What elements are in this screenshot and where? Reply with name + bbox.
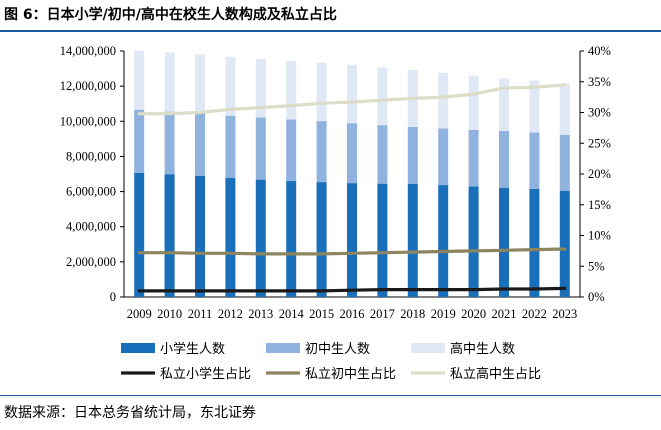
x-tick-label: 2019 [431, 307, 456, 321]
y-left-tick-label: 8,000,000 [66, 149, 116, 163]
bar-junior-high [407, 126, 418, 185]
x-tick-label: 2014 [279, 307, 305, 321]
x-tick-label: 2017 [370, 307, 395, 321]
x-tick-label: 2009 [127, 307, 152, 321]
bar-elementary [559, 190, 570, 297]
bar-junior-high [499, 130, 509, 188]
y-right-tick-label: 15% [588, 198, 611, 212]
legend-label: 私立高中生占比 [450, 366, 541, 382]
x-tick-label: 2023 [552, 307, 577, 321]
legend-label: 私立小学生占比 [160, 366, 251, 382]
y-left-tick-label: 0 [110, 290, 116, 304]
x-tick-label: 2012 [218, 307, 243, 321]
legend-label: 高中生人数 [450, 341, 515, 357]
y-left-tick-label: 4,000,000 [66, 220, 116, 234]
bar-high-school [438, 72, 449, 129]
bar-elementary [468, 186, 479, 297]
chart-lines [137, 83, 567, 293]
bar-elementary [529, 188, 540, 297]
bar-high-school [286, 61, 297, 120]
bar-junior-high [559, 134, 570, 191]
y-right-tick-label: 0% [588, 290, 605, 304]
x-tick-label: 2016 [340, 307, 365, 321]
bar-junior-high [195, 113, 205, 176]
x-tick-label: 2018 [400, 307, 425, 321]
bar-elementary [377, 183, 388, 297]
bar-high-school [316, 62, 327, 122]
bar-high-school [347, 65, 357, 124]
x-tick-label: 2021 [492, 307, 517, 321]
bar-junior-high [377, 125, 388, 184]
y-left-tick-label: 10,000,000 [60, 114, 116, 128]
line-private-high-share [137, 83, 567, 116]
bar-high-school [195, 54, 205, 114]
y-right-tick-label: 25% [588, 136, 611, 150]
x-tick-label: 2015 [309, 307, 334, 321]
bar-junior-high [468, 129, 479, 187]
bar-elementary [255, 179, 266, 297]
y-left-tick-label: 12,000,000 [60, 79, 116, 93]
legend-swatch [266, 343, 300, 353]
legend-swatch [411, 343, 445, 353]
bar-elementary [195, 175, 205, 297]
chart-axes: 0 2,000,000 4,000,000 6,000,000 8,000,000 10,… [60, 44, 611, 304]
bar-junior-high [255, 117, 266, 180]
y-left-tick-label: 6,000,000 [66, 185, 116, 199]
bar-high-school [529, 80, 540, 133]
y-right-tick-label: 20% [588, 167, 611, 181]
x-tick-label: 2011 [188, 307, 213, 321]
bar-high-school [164, 52, 175, 112]
legend-label: 初中生人数 [305, 342, 370, 357]
bar-high-school [468, 75, 479, 130]
bar-junior-high [286, 119, 297, 182]
bar-elementary [134, 172, 145, 297]
x-tick-label: 2013 [248, 307, 273, 321]
bar-elementary [316, 182, 327, 297]
y-left-tick-label: 14,000,000 [60, 44, 116, 58]
bar-junior-high [225, 115, 236, 179]
bar-high-school [225, 56, 236, 116]
x-tick-label: 2022 [522, 307, 547, 321]
chart: 0 2,000,000 4,000,000 6,000,000 8,000,000 10,… [60, 44, 611, 382]
bar-elementary [438, 185, 449, 297]
bar-high-school [377, 67, 388, 126]
bar-junior-high [529, 132, 540, 189]
y-right-tick-label: 30% [588, 106, 611, 120]
bar-junior-high [164, 111, 175, 175]
bar-junior-high [438, 128, 449, 186]
bar-high-school [559, 83, 570, 135]
top-rule [0, 30, 661, 32]
bar-junior-high [347, 123, 357, 184]
figure-title: 图 6：日本小学/初中/高中在校生人数构成及私立占比 [4, 7, 337, 23]
bar-high-school [134, 50, 145, 110]
bar-elementary [225, 178, 236, 297]
bar-junior-high [134, 109, 145, 173]
bar-elementary [347, 183, 357, 297]
legend-label: 小学生人数 [160, 341, 225, 357]
x-tick-label: 2020 [461, 307, 486, 321]
bar-high-school [499, 78, 509, 131]
legend-label: 私立初中生占比 [305, 367, 396, 382]
bar-junior-high [316, 121, 327, 183]
legend-swatch [121, 343, 155, 353]
bar-high-school [255, 59, 266, 118]
y-right-tick-label: 40% [588, 44, 611, 58]
x-axis-labels: 2009 2010 2011 2012 2013 2014 2015 2016 2017 2018… [127, 307, 578, 321]
chart-bars [134, 50, 570, 297]
bar-elementary [407, 184, 418, 297]
y-right-tick-label: 10% [588, 229, 611, 243]
line-private-elementary-share [137, 286, 567, 293]
bottom-rule [0, 395, 661, 396]
bar-elementary [164, 174, 175, 297]
line-private-junior-share [137, 247, 567, 256]
y-left-tick-label: 2,000,000 [66, 255, 116, 269]
x-tick-label: 2010 [157, 307, 182, 321]
y-right-tick-label: 5% [588, 259, 605, 273]
y-right-tick-label: 35% [588, 75, 611, 89]
source-note: 数据来源：日本总务省统计局，东北证券 [4, 405, 256, 421]
bar-elementary [286, 181, 297, 297]
bar-elementary [499, 187, 509, 297]
